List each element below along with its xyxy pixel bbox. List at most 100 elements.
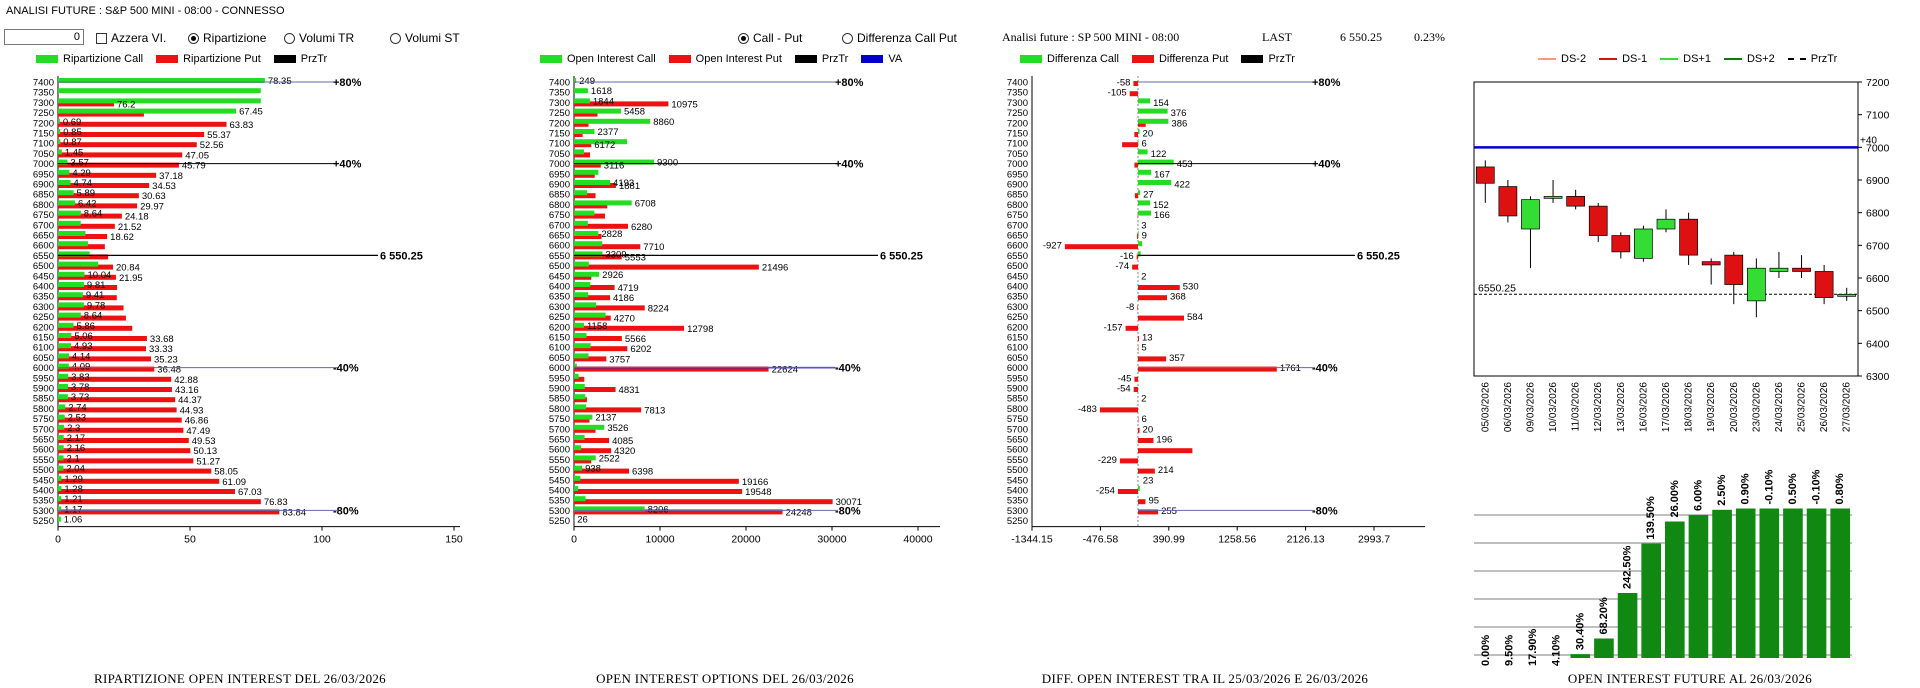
legend-swatch-prztr [273,55,296,63]
put-value-label: 55.37 [207,130,231,141]
diff-value-label: 13 [1142,333,1153,344]
strike-label: 7200 [33,118,54,129]
radio-diff-call-put[interactable]: Differenza Call Put [842,31,957,45]
put-value-label: 76.83 [264,497,288,508]
strike-label: 7100 [549,139,570,150]
call-bar [58,139,61,145]
call-bar [58,78,265,83]
strike-label: 6000 [33,363,54,374]
counter-input[interactable]: 0 [4,29,84,45]
put-bar [574,407,642,413]
radio-volumi-st[interactable]: Volumi ST [390,31,460,45]
put-value-label: 22624 [772,365,798,376]
call-diff-bar [1137,241,1143,247]
radio-dot[interactable] [842,32,853,44]
call-bar [58,394,68,400]
put-value-label: 3757 [609,354,630,365]
put-value-label: 34.53 [152,181,176,192]
diff-value-label: 6 [1141,414,1146,425]
call-value-label: 3.78 [71,382,90,393]
put-bar [574,438,610,443]
radio-call-put[interactable]: Call - Put [738,31,802,45]
put-bar [58,234,108,239]
diff-value-label: -254 [1096,486,1115,497]
radio-dot[interactable] [738,32,749,44]
put-value-label: 3116 [604,161,624,172]
put-value-label: 4719 [618,283,639,294]
put-diff-bar [1137,305,1138,311]
legend-swatch-put [1131,55,1154,63]
put-bar [574,223,629,229]
call-value-label: 2522 [599,453,620,464]
legend-put-label: Open Interest Put [695,53,782,65]
strike-label: 5950 [33,373,54,384]
strike-label: 6200 [549,322,570,333]
strike-label: 6550 [33,251,54,262]
call-bar [58,486,62,491]
x-tick-label: 30000 [817,534,846,546]
put-value-label: 49.53 [192,436,216,447]
put-bar [574,315,611,321]
call-value-label: 2137 [595,413,616,424]
put-value-label: 47.49 [186,426,210,437]
call-bar [58,435,64,440]
call-value-label: 1.29 [64,474,83,485]
oi-future-label: 2.50% [1716,474,1728,505]
strike-label: 6150 [549,333,570,344]
candle-body [1792,267,1811,272]
put-diff-bar [1133,81,1138,86]
call-bar [58,210,81,216]
oi-future-label: 6.00% [1692,480,1704,511]
azzera-checkbox[interactable]: Azzera VI. [96,31,166,45]
call-bar [574,445,582,451]
ref-label-m80: -80% [835,505,861,517]
call-bar [574,78,577,83]
put-bar [58,427,184,433]
strike-label: 6000 [1007,363,1028,374]
put-value-label: 45.79 [182,161,206,172]
put-bar [574,213,605,219]
call-bar [574,139,628,145]
call-diff-bar [1137,129,1140,134]
put-value-label: 6398 [632,467,653,478]
strike-label: 7150 [1007,129,1028,140]
put-diff-bar [1134,193,1138,199]
oi-future-label: 30.40% [1574,613,1586,651]
strike-label: 5900 [549,384,570,395]
strike-label: 6800 [1007,200,1028,211]
call-bar [58,445,64,451]
radio-volumi-tr[interactable]: Volumi TR [284,31,354,45]
put-value-label: 4186 [613,293,634,304]
date-label: 13/03/2026 [1616,382,1627,432]
put-bar [574,397,587,403]
call-value-label: 5.86 [76,321,95,332]
call-value-label: 2.53 [68,413,87,424]
put-bar [574,132,583,137]
radio-dot[interactable] [284,32,295,44]
diff-value-label: -16 [1120,251,1134,262]
x-tick-label: -476.58 [1083,534,1119,546]
call-bar [58,231,86,236]
date-label: 20/03/2026 [1729,382,1740,432]
checkbox-box[interactable] [96,32,107,44]
put-bar [58,285,118,290]
strike-label: 5750 [1007,414,1028,425]
y-tick-label: 6600 [1866,273,1890,285]
radio-dot[interactable] [188,32,199,44]
put-diff-bar [1064,244,1138,250]
candle-body [1521,199,1540,230]
strike-label: 6850 [33,190,54,201]
strike-label: 5300 [549,506,570,517]
put-bar [58,397,176,403]
ref-label-p40: +40% [333,159,362,171]
call-bar [58,496,62,502]
put-diff-bar [1134,162,1138,168]
put-bar [58,254,109,260]
radio-ripartizione[interactable]: Ripartizione [188,31,266,45]
call-value-label: 2.16 [67,443,86,454]
call-value-label: 2.17 [67,433,86,444]
radio-dot[interactable] [390,32,401,44]
legend-call-label: Ripartizione Call [63,53,144,65]
call-value-label: 1844 [593,96,614,107]
call-bar [58,241,88,247]
